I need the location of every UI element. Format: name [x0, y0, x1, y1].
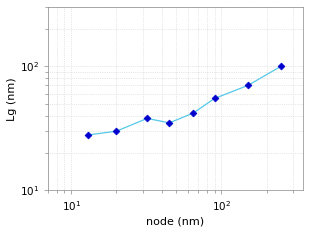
Y-axis label: Lg (nm): Lg (nm) [7, 77, 17, 120]
X-axis label: node (nm): node (nm) [147, 216, 205, 226]
